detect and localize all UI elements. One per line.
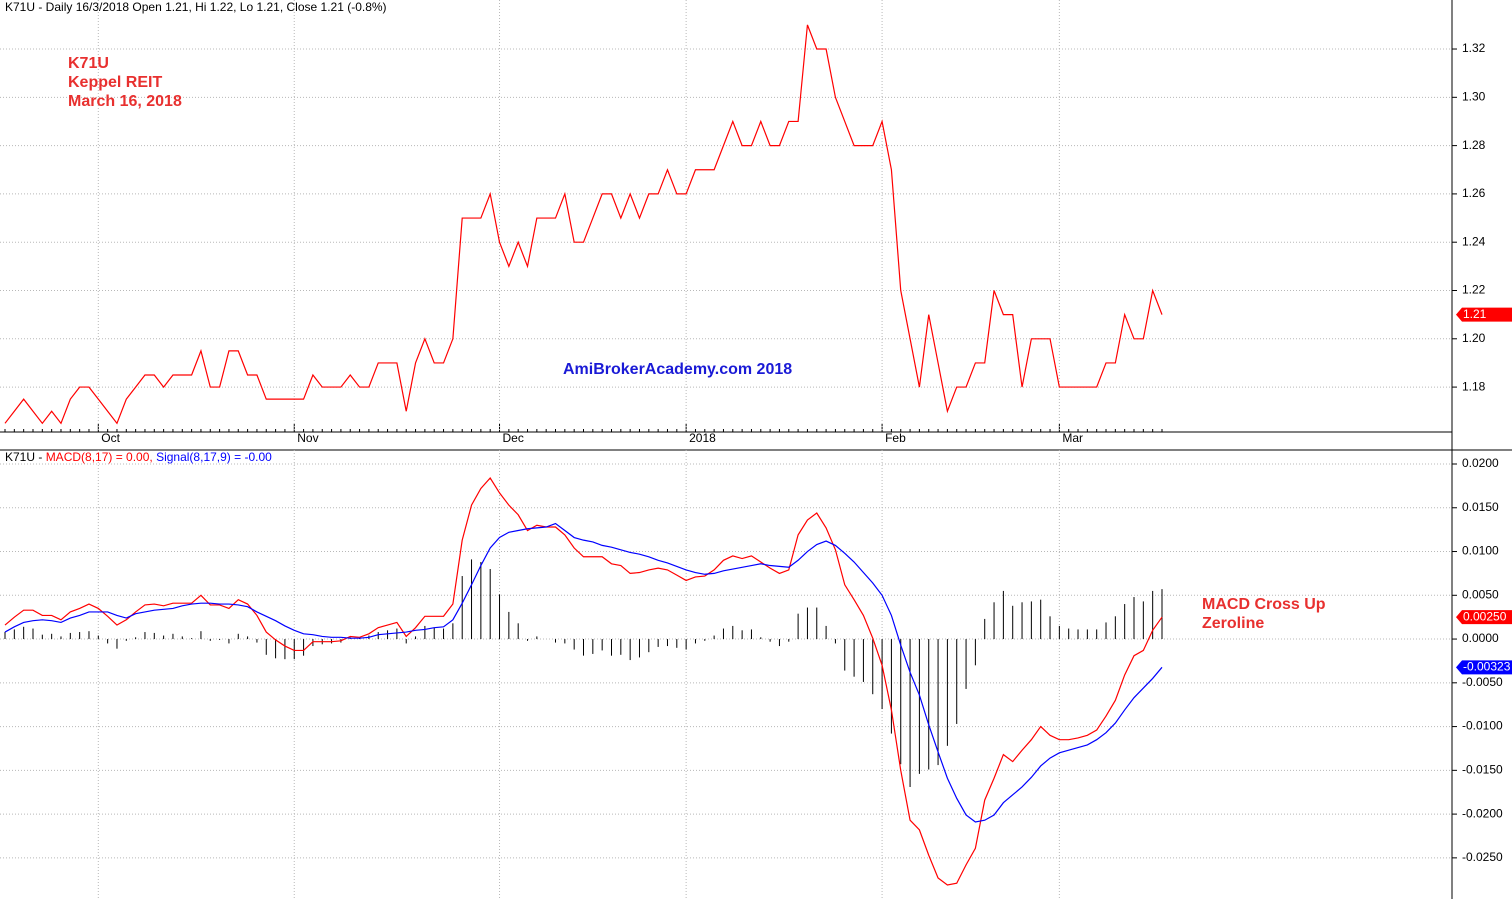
last-value-tag	[1456, 307, 1512, 322]
y-tick-label: -0.0050	[1462, 675, 1503, 689]
last-value-label: 0.00250	[1463, 609, 1507, 623]
y-tick-label: 0.0200	[1462, 456, 1499, 470]
y-tick-label: 1.20	[1462, 331, 1486, 345]
y-tick-label: 1.22	[1462, 283, 1486, 297]
annotation: March 16, 2018	[68, 93, 182, 110]
x-tick-label: Dec	[503, 431, 524, 445]
annotation: Zeroline	[1202, 615, 1264, 632]
y-tick-label: 1.26	[1462, 186, 1486, 200]
annotation: Keppel REIT	[68, 74, 162, 91]
legend-entry: MACD(8,17) = 0.00,	[46, 450, 153, 464]
last-value-label: 1.21	[1463, 307, 1487, 321]
annotation: K71U	[68, 55, 109, 72]
y-tick-label: 1.30	[1462, 89, 1486, 103]
y-tick-label: 0.0100	[1462, 544, 1499, 558]
series-line	[4, 522, 1163, 823]
y-tick-label: 0.0150	[1462, 500, 1499, 514]
y-tick-label: -0.0100	[1462, 719, 1503, 733]
annotation: MACD Cross Up	[1202, 596, 1326, 613]
annotation: AmiBrokerAcademy.com 2018	[563, 361, 792, 378]
last-value-tag	[1456, 660, 1512, 675]
series-line	[4, 477, 1163, 886]
y-tick-label: -0.0250	[1462, 850, 1503, 864]
x-tick-label: 2018	[689, 431, 716, 445]
y-tick-label: 0.0050	[1462, 587, 1499, 601]
y-tick-label: 0.0000	[1462, 631, 1499, 645]
y-tick-label: 1.32	[1462, 41, 1486, 55]
x-tick-label: Mar	[1062, 431, 1083, 445]
x-tick-label: Feb	[885, 431, 906, 445]
y-tick-label: 1.28	[1462, 138, 1486, 152]
last-value-tag	[1456, 610, 1512, 625]
legend-entry: Signal(8,17,9) = -0.00	[156, 450, 272, 464]
y-tick-label: -0.0200	[1462, 806, 1503, 820]
chart-title: K71U - Daily 16/3/2018 Open 1.21, Hi 1.2…	[5, 0, 387, 14]
series-line	[4, 24, 1163, 425]
legend-title: K71U -	[5, 450, 46, 464]
legend: K71U - MACD(8,17) = 0.00, Signal(8,17,9)…	[5, 450, 272, 464]
y-tick-label: 1.24	[1462, 234, 1486, 248]
y-tick-label: -0.0150	[1462, 763, 1503, 777]
y-tick-label: 1.18	[1462, 379, 1486, 393]
x-tick-label: Nov	[297, 431, 318, 445]
last-value-label: -0.00323	[1463, 659, 1511, 673]
x-tick-label: Oct	[101, 431, 120, 445]
